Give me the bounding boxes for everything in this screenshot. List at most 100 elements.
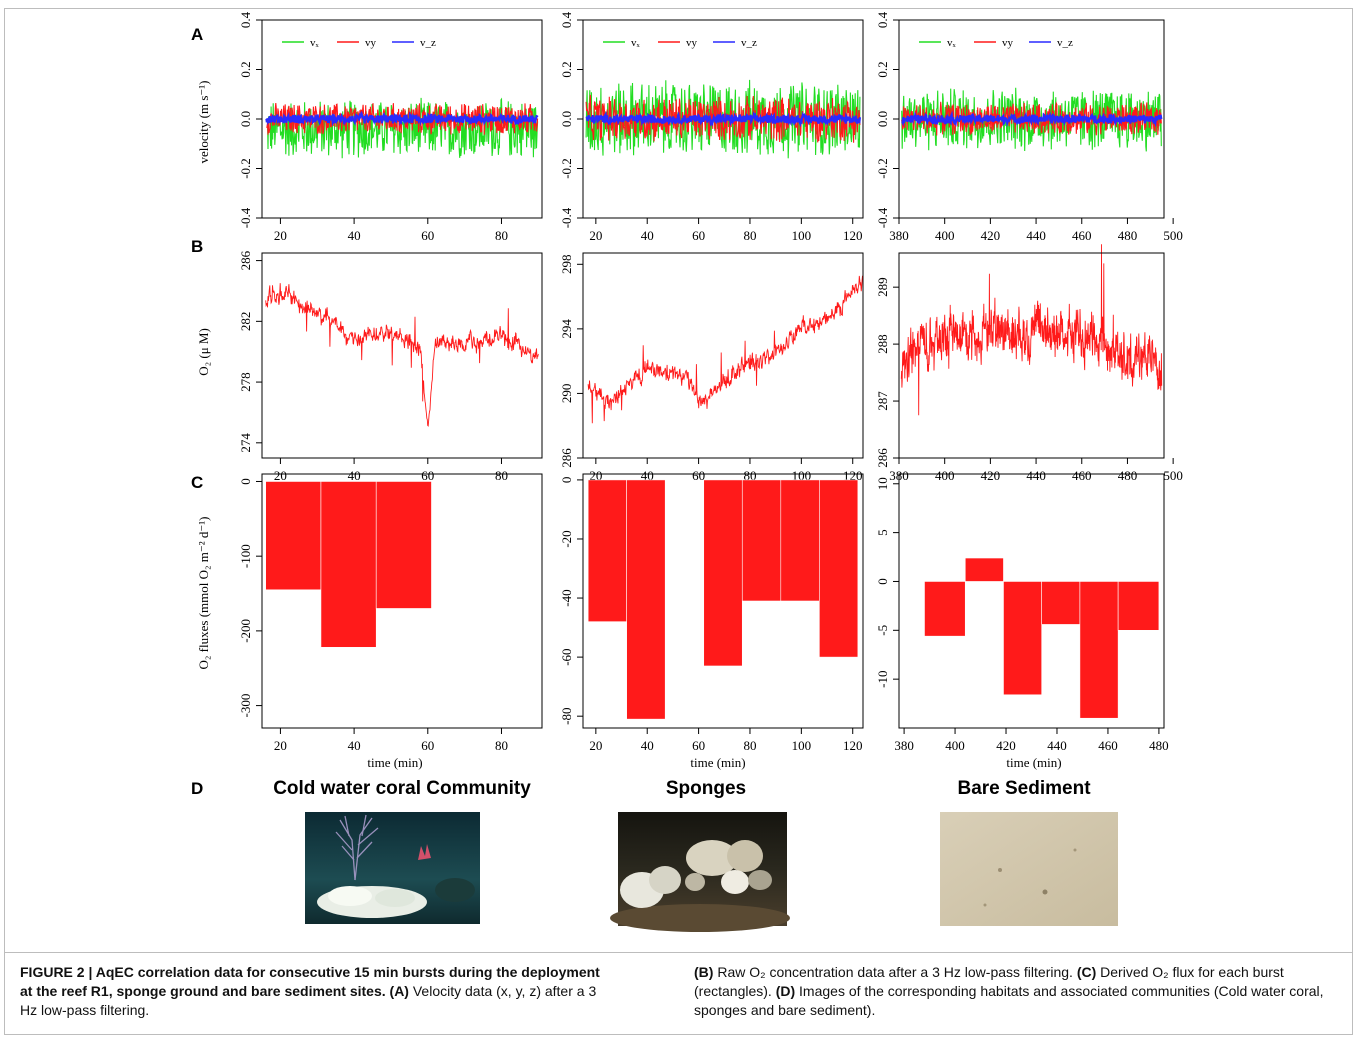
x-tick-label-B1-3: 80 xyxy=(495,468,508,483)
flux-bar-C1-1 xyxy=(265,481,322,591)
y-tick-label-C2-1: -60 xyxy=(559,648,574,665)
x-tick-label-C2-0: 20 xyxy=(589,738,602,753)
x-tick-label-A2-0: 20 xyxy=(589,228,602,243)
x-tick-label-A3-0: 380 xyxy=(889,228,909,243)
x-tick-label-C1-3: 80 xyxy=(495,738,508,753)
x-tick-label-B3-4: 460 xyxy=(1072,468,1092,483)
x-tick-label-C1-2: 60 xyxy=(421,738,434,753)
y-tick-label-B1-1: 278 xyxy=(238,372,253,392)
caption-b-tag: (B) xyxy=(694,964,714,980)
x-tick-label-B1-0: 20 xyxy=(274,468,287,483)
x-tick-label-A3-2: 420 xyxy=(981,228,1001,243)
y-tick-label-A3-2: 0.0 xyxy=(875,111,890,127)
sponge-habitat-photo xyxy=(610,812,790,932)
plot-frame-C2 xyxy=(582,473,864,729)
x-tick-label-C2-3: 80 xyxy=(743,738,756,753)
flux-bar-C2-2 xyxy=(626,479,666,720)
x-tick-label-C3-5: 480 xyxy=(1149,738,1169,753)
caption-c-tag: (C) xyxy=(1076,964,1097,980)
coral-habitat-photo xyxy=(305,812,480,924)
plot-frame-C3 xyxy=(898,473,1165,729)
y-tick-label-A2-3: 0.2 xyxy=(559,61,574,77)
time-xlabel-3: time (min) xyxy=(1006,755,1061,770)
velocity-chart-sediment: vₓ vy v_z 380 400 420 440 460 480 500 -0.4 -0.2 0.0 0… xyxy=(875,11,1183,243)
legend-label-vz: v_z xyxy=(741,37,757,49)
x-tick-label-A1-0: 20 xyxy=(274,228,287,243)
caption-heading: FIGURE 2 | AqEC correlation data for con… xyxy=(20,964,600,999)
habitat-title-sediment: Bare Sediment xyxy=(957,778,1091,799)
legend-label-vx: vₓ xyxy=(947,37,957,49)
y-tick-label-A2-1: -0.2 xyxy=(559,158,574,179)
habitat-title-coral: Cold water coral Community xyxy=(273,778,531,799)
y-tick-label-A3-3: 0.2 xyxy=(875,61,890,77)
flux-bar-C1-2 xyxy=(320,481,377,648)
flux-bar-C3-3 xyxy=(1003,581,1042,696)
flux-bar-C2-6 xyxy=(819,479,859,658)
x-tick-label-A1-2: 60 xyxy=(421,228,434,243)
y-tick-label-C1-0: -300 xyxy=(238,694,253,718)
figure-graphics: A B C D velocity (m s⁻¹) O₂ (μ M) O₂ flu… xyxy=(191,11,1183,932)
caption-a-tag: (A) xyxy=(389,983,409,999)
x-tick-label-A2-1: 40 xyxy=(641,228,654,243)
y-tick-label-C2-2: -40 xyxy=(559,589,574,606)
o2-series-B1 xyxy=(265,283,539,427)
velocity-series-A3-1 xyxy=(901,87,1162,152)
x-tick-label-C2-4: 100 xyxy=(792,738,812,753)
x-tick-label-A2-2: 60 xyxy=(692,228,705,243)
y-tick-label-B3-0: 286 xyxy=(875,448,890,468)
y-tick-label-B2-3: 298 xyxy=(559,255,574,275)
x-tick-label-A3-6: 500 xyxy=(1163,228,1183,243)
x-tick-label-C1-1: 40 xyxy=(348,738,361,753)
x-tick-label-C3-3: 440 xyxy=(1047,738,1067,753)
legend-label-vx: vₓ xyxy=(631,37,641,49)
panel-letter-b: B xyxy=(191,237,203,256)
x-tick-label-B2-4: 100 xyxy=(792,468,812,483)
y-tick-label-C3-0: -10 xyxy=(875,670,890,687)
x-tick-label-C2-5: 120 xyxy=(843,738,863,753)
y-tick-label-C3-1: -5 xyxy=(875,625,890,636)
flux-chart-sediment: 380 400 420 440 460 480 -10 -5 0 5 10 xyxy=(875,473,1169,753)
o2-series-B2 xyxy=(587,275,864,424)
y-tick-label-C2-3: -20 xyxy=(559,530,574,547)
figure-caption-left: FIGURE 2 | AqEC correlation data for con… xyxy=(20,963,610,1020)
legend-label-vz: v_z xyxy=(420,37,436,49)
y-tick-label-A2-0: -0.4 xyxy=(559,207,574,228)
velocity-series-A3-3 xyxy=(901,110,1163,128)
y-tick-label-B3-1: 287 xyxy=(875,391,890,411)
legend-A3: vₓ vy v_z xyxy=(919,37,1073,49)
x-tick-label-B2-5: 120 xyxy=(843,468,863,483)
y-tick-label-B2-1: 290 xyxy=(559,384,574,404)
flux-bar-C2-1 xyxy=(587,479,627,622)
x-tick-label-B2-2: 60 xyxy=(692,468,705,483)
x-tick-label-C3-1: 400 xyxy=(945,738,965,753)
caption-c-text: Derived O₂ flux for each burst (rectangl… xyxy=(694,964,1284,999)
x-tick-label-C3-4: 460 xyxy=(1098,738,1118,753)
legend-A2: vₓ vy v_z xyxy=(603,37,757,49)
x-tick-label-B3-1: 400 xyxy=(935,468,955,483)
flux-bar-C2-4 xyxy=(741,479,782,602)
velocity-series-A2-3 xyxy=(585,111,861,128)
y-tick-label-C2-4: 0 xyxy=(559,477,574,484)
x-tick-label-B3-5: 480 xyxy=(1118,468,1138,483)
y-tick-label-B3-3: 289 xyxy=(875,277,890,297)
plot-frame-B2 xyxy=(582,252,864,459)
o2-series-B3 xyxy=(900,244,1163,416)
o2-ylabel: O₂ (μ M) xyxy=(196,328,211,376)
x-tick-label-A3-5: 480 xyxy=(1118,228,1138,243)
time-xlabel-2: time (min) xyxy=(690,755,745,770)
figure-caption-right: (B) Raw O₂ concentration data after a 3 … xyxy=(694,963,1334,1020)
legend-label-vz: v_z xyxy=(1057,37,1073,49)
y-tick-label-A2-4: 0.4 xyxy=(559,11,574,28)
y-tick-label-C3-3: 5 xyxy=(875,529,890,536)
y-tick-label-C3-4: 10 xyxy=(875,477,890,490)
y-tick-label-B1-0: 274 xyxy=(238,433,253,453)
flux-bar-C3-5 xyxy=(1079,581,1119,719)
flux-bar-C2-5 xyxy=(780,479,820,602)
velocity-series-A1-3 xyxy=(265,110,539,127)
o2-chart-coral: 20 40 60 80 274 278 282 286 xyxy=(238,250,543,483)
y-tick-label-A1-1: -0.2 xyxy=(238,158,253,179)
legend-label-vx: vₓ xyxy=(310,37,320,49)
figure-frame xyxy=(4,8,1353,1035)
x-tick-label-A2-3: 80 xyxy=(743,228,756,243)
y-tick-label-C1-2: -100 xyxy=(238,544,253,568)
